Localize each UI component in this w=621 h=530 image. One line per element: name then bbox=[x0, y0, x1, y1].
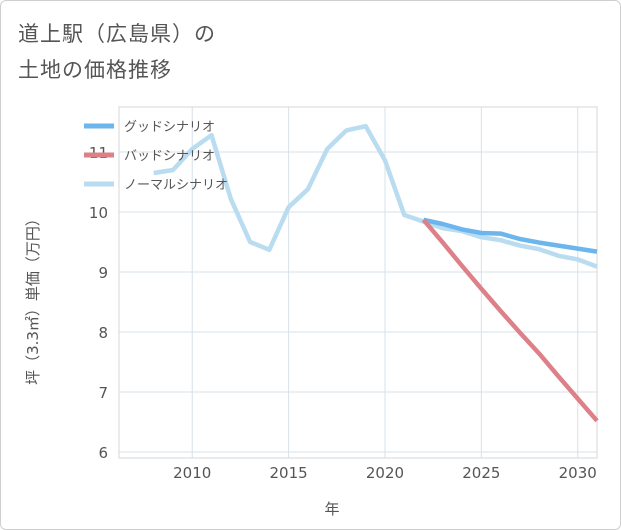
x-tick-label: 2025 bbox=[462, 464, 500, 482]
x-axis-label: 年 bbox=[324, 500, 339, 518]
series-line-2 bbox=[421, 218, 599, 423]
chart-title-line2: 土地の価格推移 bbox=[18, 58, 172, 82]
axis-ticks: 2010201520202025203067891011 bbox=[89, 144, 597, 482]
y-tick-label: 7 bbox=[98, 384, 108, 402]
series-line-1 bbox=[423, 217, 598, 254]
legend-label: グッドシナリオ bbox=[124, 120, 215, 135]
y-axis-label: 坪（3.3㎡）単価（万円） bbox=[24, 211, 42, 385]
x-tick-label: 2015 bbox=[270, 464, 308, 482]
legend-label: バッドシナリオ bbox=[124, 149, 215, 164]
x-tick-label: 2010 bbox=[173, 464, 211, 482]
x-tick-label: 2020 bbox=[366, 464, 404, 482]
legend-label: ノーマルシナリオ bbox=[124, 178, 228, 193]
y-tick-label: 8 bbox=[98, 324, 108, 342]
chart-title-line1: 道上駅（広島県）の bbox=[18, 22, 216, 46]
x-tick-label: 2030 bbox=[559, 464, 597, 482]
y-tick-label: 9 bbox=[98, 264, 108, 282]
series-lines bbox=[153, 123, 599, 423]
series-line-3 bbox=[153, 123, 598, 269]
plot-frame bbox=[118, 106, 598, 459]
y-tick-label: 6 bbox=[98, 444, 108, 462]
y-tick-label: 10 bbox=[89, 204, 108, 222]
